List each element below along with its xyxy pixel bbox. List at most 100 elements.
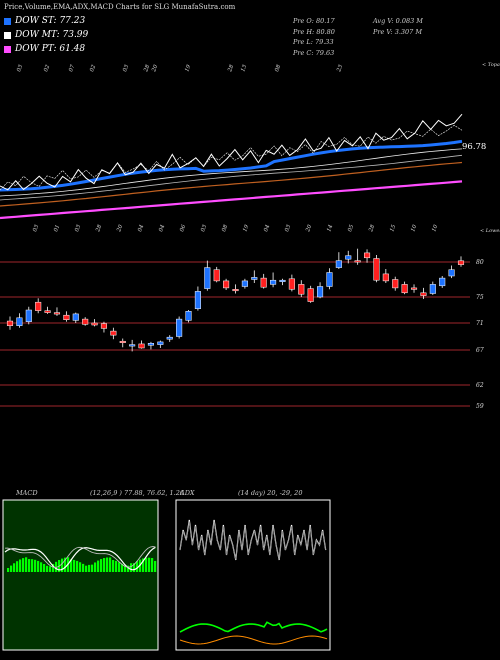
candle-body — [429, 284, 436, 294]
macd-histogram-bar — [88, 564, 91, 572]
candle-body — [82, 318, 89, 325]
macd-histogram-bar — [130, 563, 133, 572]
ema-st-line — [0, 139, 463, 192]
adx-di-plus-line — [179, 621, 328, 633]
ema-price-line — [0, 113, 463, 191]
price-date-label: 14 — [326, 224, 334, 233]
ema-date-label: 02 — [43, 64, 51, 73]
macd-histogram-bar — [97, 560, 100, 572]
ema-date-label: 28 — [227, 64, 236, 74]
macd-histogram-bar — [91, 564, 94, 572]
price-date-label: 19 — [242, 224, 250, 233]
macd-histogram-bar — [76, 560, 79, 572]
pre-open: Pre O: 80.17 — [293, 17, 335, 25]
macd-histogram-bar — [49, 566, 52, 572]
price-date-label: 03 — [200, 224, 208, 233]
candle-body — [138, 343, 145, 349]
ema-date-label: 28 — [143, 64, 152, 74]
macd-label: MACD — [16, 489, 38, 497]
pre-volume: Pre V: 3.307 M — [373, 27, 423, 36]
candle-body — [185, 311, 192, 321]
price-date-label: 03 — [284, 224, 292, 233]
candle-body — [307, 288, 314, 302]
macd-histogram-bar — [136, 561, 139, 572]
candle-body — [91, 322, 98, 326]
candle-body — [53, 312, 61, 315]
ema-date-label: 23 — [336, 64, 345, 74]
candle-body — [119, 340, 126, 343]
macd-histogram-bar — [19, 559, 22, 572]
macd-histogram-bar — [37, 560, 40, 572]
price-date-label: 04 — [158, 224, 166, 233]
ema-date-label: 02 — [89, 64, 97, 73]
adx-header: ADX (14 day) 20, -29, 20 — [180, 489, 302, 497]
macd-histogram-bar — [34, 559, 37, 572]
price-top-label: < Lowes — [480, 228, 500, 234]
price-level-label: 75 — [476, 294, 484, 301]
candle-body — [223, 280, 230, 289]
macd-histogram-bar — [16, 561, 19, 572]
candle-body — [25, 309, 32, 322]
legend-swatch-st — [4, 17, 11, 25]
candle-body — [241, 280, 248, 287]
pre-high: Pre H: 80.80 — [293, 27, 335, 36]
macd-histogram-bar — [142, 558, 145, 572]
candle-body — [260, 277, 267, 288]
price-date-label: 08 — [221, 224, 229, 233]
macd-histogram-bar — [46, 565, 49, 572]
candle-body — [326, 272, 333, 287]
macd-histogram-bar — [10, 565, 13, 572]
ema-date-label: 03 — [122, 64, 130, 73]
price-date-label: 20 — [116, 224, 125, 234]
macd-histogram-bar — [145, 557, 148, 572]
candle-body — [382, 273, 389, 282]
price-level-label: 71 — [476, 320, 484, 327]
macd-histogram-bar — [118, 562, 121, 572]
macd-histogram-bar — [28, 559, 31, 572]
candle-body — [288, 278, 295, 290]
macd-histogram-bar — [133, 563, 136, 572]
candle-body — [213, 269, 220, 282]
price-date-label: 06 — [179, 224, 187, 233]
candle-body — [251, 277, 258, 280]
chart-title: Price,Volume,EMA,ADX,MACD Charts for SLG… — [4, 3, 236, 11]
ema-date-label: 03 — [16, 64, 24, 73]
pre-low: Pre L: 79.33 — [293, 38, 334, 46]
macd-histogram-bar — [112, 560, 115, 572]
legend-dow-st: DOW ST: 77.23 — [4, 16, 85, 26]
price-level-label: 62 — [476, 382, 484, 389]
legend-dow-pt: DOW PT: 61.48 — [4, 44, 85, 54]
macd-histogram-bar — [103, 558, 106, 572]
candle-body — [44, 310, 51, 313]
adx-panel — [175, 499, 331, 651]
candle-body — [345, 255, 352, 260]
price-date-label: 15 — [389, 224, 397, 233]
price-date-label: 05 — [347, 224, 355, 233]
price-date-label: 10 — [410, 224, 418, 233]
macd-panel — [2, 499, 159, 651]
ema-value-label: 96.78 — [462, 142, 487, 152]
ema-long-line — [0, 161, 463, 207]
macd-histogram-bar — [52, 563, 55, 572]
macd-histogram-bar — [61, 558, 64, 572]
price-date-label: 28 — [95, 224, 104, 234]
candle-body — [147, 343, 154, 346]
macd-histogram-bar — [31, 559, 34, 572]
macd-histogram-bar — [106, 557, 109, 572]
candle-body — [354, 260, 361, 263]
macd-histogram-bar — [154, 560, 157, 572]
legend-label-pt: DOW PT: 61.48 — [15, 44, 86, 54]
macd-histogram-bar — [109, 557, 112, 572]
adx-values: (14 day) 20, -29, 20 — [238, 489, 303, 497]
candle-body — [335, 260, 342, 268]
candle-body — [194, 291, 201, 309]
candle-body — [410, 287, 418, 290]
ema-date-label: 19 — [184, 64, 192, 73]
legend-swatch-mt — [4, 31, 11, 39]
candle-body — [72, 313, 79, 321]
adx-di-minus-line — [179, 635, 328, 645]
macd-histogram-bar — [151, 558, 154, 572]
macd-histogram-bar — [40, 562, 43, 572]
ohlc-readout: Pre O: 80.17 Pre H: 80.80 Pre L: 79.33 P… — [293, 16, 423, 58]
